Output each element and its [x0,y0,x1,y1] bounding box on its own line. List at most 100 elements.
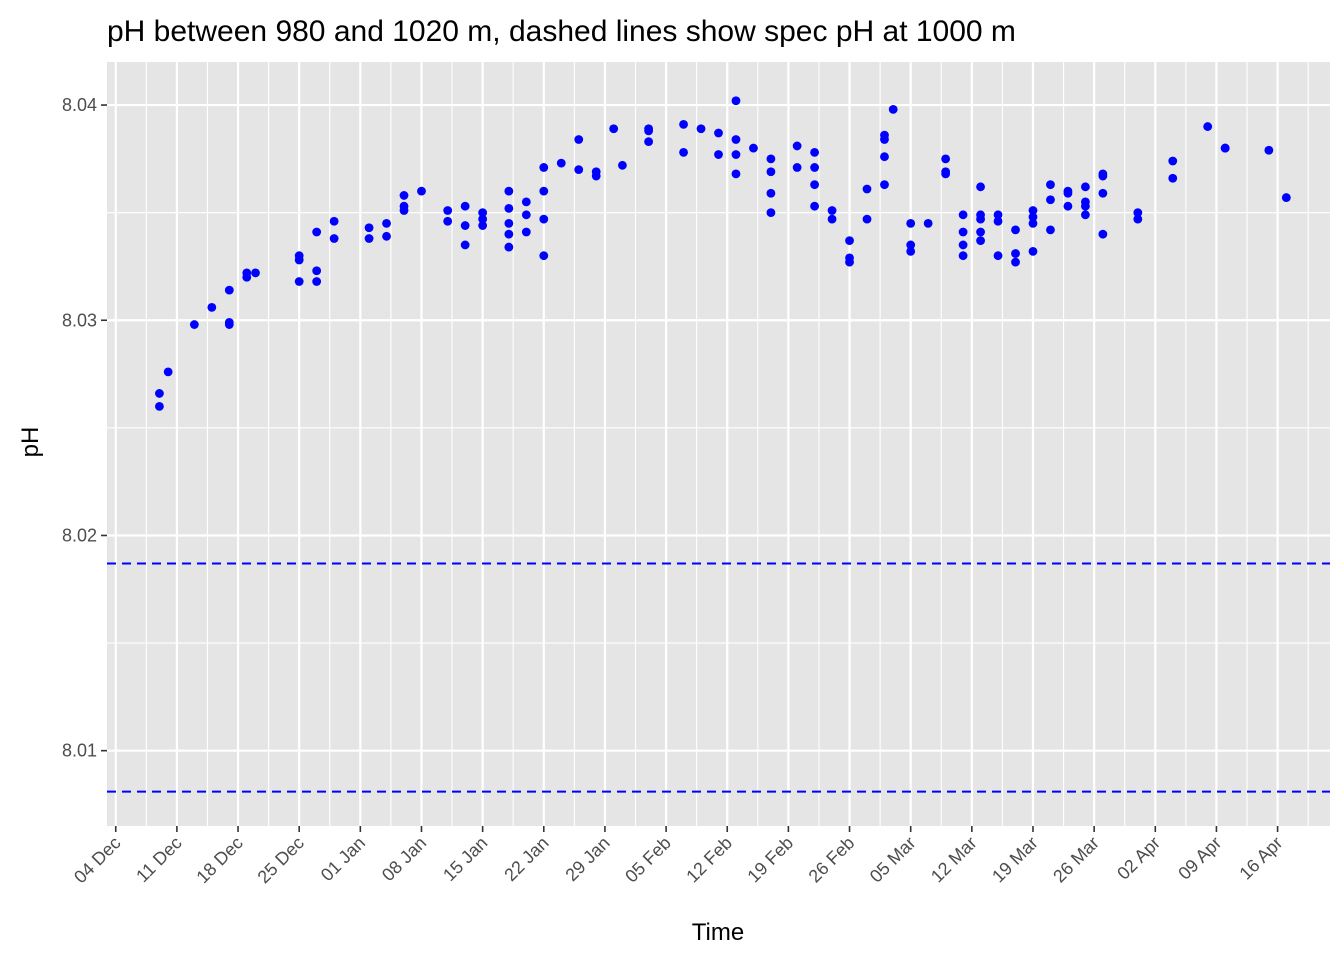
data-point [574,135,584,144]
data-point [460,240,470,250]
data-point [1063,188,1073,198]
data-point [1220,143,1230,153]
data-point [521,227,531,237]
data-point [539,186,549,196]
x-tick-label: 22 Jan [500,833,552,885]
data-point [766,188,776,198]
data-point [810,180,819,190]
data-point [731,96,741,106]
data-point [399,191,409,200]
data-point [1081,182,1090,192]
data-point [766,208,776,218]
data-point [504,219,514,228]
data-point [1028,246,1038,256]
data-point [827,206,837,215]
data-point [766,154,776,164]
data-points [155,96,1291,411]
data-point [1028,219,1038,228]
data-point [749,143,758,153]
x-tick-label: 16 Apr [1235,833,1286,884]
data-point [155,389,164,398]
data-point [792,163,802,172]
x-tick-label: 26 Mar [1049,833,1103,887]
data-point [556,158,566,168]
data-point [862,184,872,194]
data-point [504,229,514,239]
data-point [827,214,837,224]
data-point [1098,188,1108,198]
x-tick-label: 18 Dec [192,833,246,887]
data-point [329,234,339,243]
data-point [539,251,549,261]
data-point [539,214,549,224]
x-axis-title: Time [692,919,744,946]
data-point [941,169,951,179]
data-point [382,219,391,228]
data-point [1011,249,1020,258]
x-tick-label: 05 Feb [621,833,675,887]
data-point [1028,212,1038,222]
data-point [224,318,234,327]
data-point [539,163,549,172]
data-point [731,135,741,144]
data-point [1133,214,1143,224]
data-point [906,219,916,228]
y-tick-label: 8.01 [62,741,97,761]
data-point [906,246,916,256]
x-tick-label: 02 Apr [1113,833,1164,884]
x-tick-label: 25 Dec [254,833,308,887]
data-point [880,180,889,190]
data-point [714,150,723,159]
data-point [609,124,619,134]
data-point [810,163,819,172]
y-tick-label: 8.02 [62,525,97,545]
data-point [1264,145,1274,155]
data-point [958,227,968,237]
data-point [460,221,470,230]
data-point [460,201,470,211]
data-point [329,216,339,226]
data-point [976,182,985,192]
data-point [766,167,776,177]
data-point [1028,206,1038,215]
y-tick-label: 8.03 [62,310,97,330]
x-tick-label: 19 Feb [743,833,797,887]
x-tick-label: 11 Dec [132,833,186,887]
data-point [1081,210,1090,220]
data-point [1203,122,1213,131]
x-tick-label: 19 Mar [988,833,1042,887]
data-point [312,266,322,276]
x-tick-label: 08 Jan [378,833,430,885]
data-point [251,268,260,278]
data-point [976,227,985,237]
data-point [382,231,391,241]
x-tick-label: 15 Jan [439,833,491,885]
data-point [1046,195,1055,205]
x-tick-label: 01 Jan [317,833,369,885]
data-point [521,210,531,220]
chart-title: pH between 980 and 1020 m, dashed lines … [107,15,1016,48]
data-point [155,401,164,411]
x-tick-label: 05 Mar [866,833,920,887]
data-point [364,223,374,233]
data-point [242,272,252,282]
data-point [1098,171,1108,181]
data-point [810,147,819,157]
x-tick-label: 26 Feb [805,833,859,887]
data-point [731,150,741,159]
data-point [993,210,1003,220]
data-point [1168,156,1178,166]
data-point [1046,180,1055,190]
data-point [504,203,514,213]
data-point [312,227,322,237]
data-point [1081,201,1090,211]
data-point [976,236,985,246]
minor-gridlines [107,62,1330,826]
data-point [958,251,968,261]
x-tick-label: 12 Feb [682,833,736,887]
x-tick-label: 04 Dec [70,833,124,887]
data-point [1133,208,1143,218]
data-point [993,216,1003,226]
y-axis-title: pH [17,427,44,458]
data-point [312,277,322,286]
